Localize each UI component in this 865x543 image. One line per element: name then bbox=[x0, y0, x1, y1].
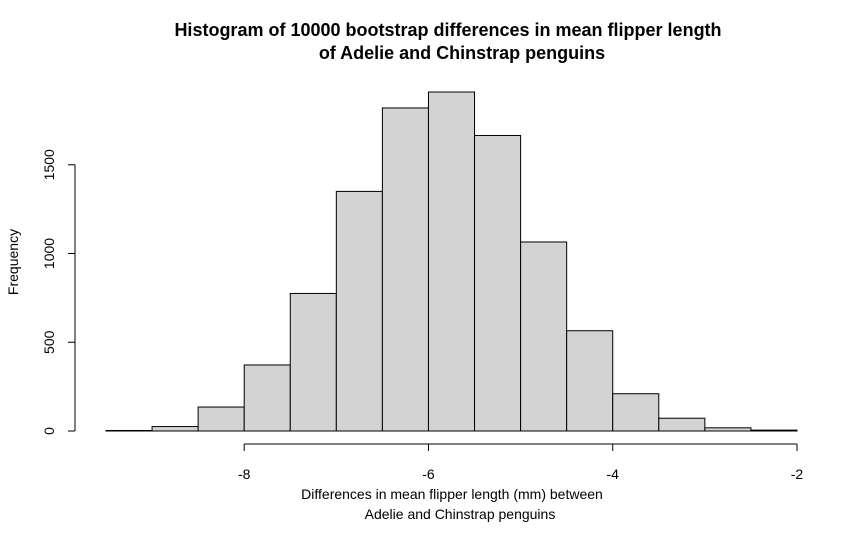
y-tick-label-3: 1500 bbox=[41, 149, 57, 180]
histogram-bar-2 bbox=[197, 406, 245, 432]
histogram-bar-7 bbox=[427, 91, 476, 432]
x-axis-label-line1: Differences in mean flipper length (mm) … bbox=[301, 486, 603, 502]
histogram-bar-0 bbox=[105, 429, 153, 432]
chart-title-line2: of Adelie and Chinstrap penguins bbox=[319, 43, 605, 63]
x-axis: -8 -6 -4 -2 bbox=[238, 443, 804, 482]
histogram-bar-12 bbox=[658, 417, 706, 432]
x-tick-label-3: -2 bbox=[791, 466, 804, 482]
x-axis-label-line2: Adelie and Chinstrap penguins bbox=[365, 506, 556, 522]
chart-title-line1: Histogram of 10000 bootstrap differences… bbox=[174, 20, 721, 40]
y-tick-label-2: 1000 bbox=[41, 238, 57, 269]
y-axis-label: Frequency bbox=[5, 229, 21, 295]
histogram-bar-6 bbox=[381, 107, 429, 432]
histogram-bar-9 bbox=[520, 241, 568, 432]
histogram-bar-10 bbox=[566, 330, 614, 432]
x-tick-label-2: -4 bbox=[607, 466, 620, 482]
y-tick-label-0: 0 bbox=[41, 427, 57, 435]
histogram-bar-3 bbox=[243, 364, 291, 432]
y-axis: 0 500 1000 1500 bbox=[41, 149, 76, 435]
histogram-bar-11 bbox=[612, 393, 660, 432]
histogram-bar-1 bbox=[151, 426, 199, 432]
y-tick-label-1: 500 bbox=[41, 330, 57, 354]
histogram-bars bbox=[105, 91, 798, 432]
x-tick-label-1: -6 bbox=[422, 466, 435, 482]
histogram-bar-13 bbox=[704, 427, 752, 432]
x-tick-label-0: -8 bbox=[238, 466, 251, 482]
histogram-bar-5 bbox=[335, 190, 383, 432]
histogram-bar-8 bbox=[474, 134, 522, 432]
histogram-bar-14 bbox=[750, 429, 798, 432]
histogram-bar-4 bbox=[289, 292, 337, 432]
